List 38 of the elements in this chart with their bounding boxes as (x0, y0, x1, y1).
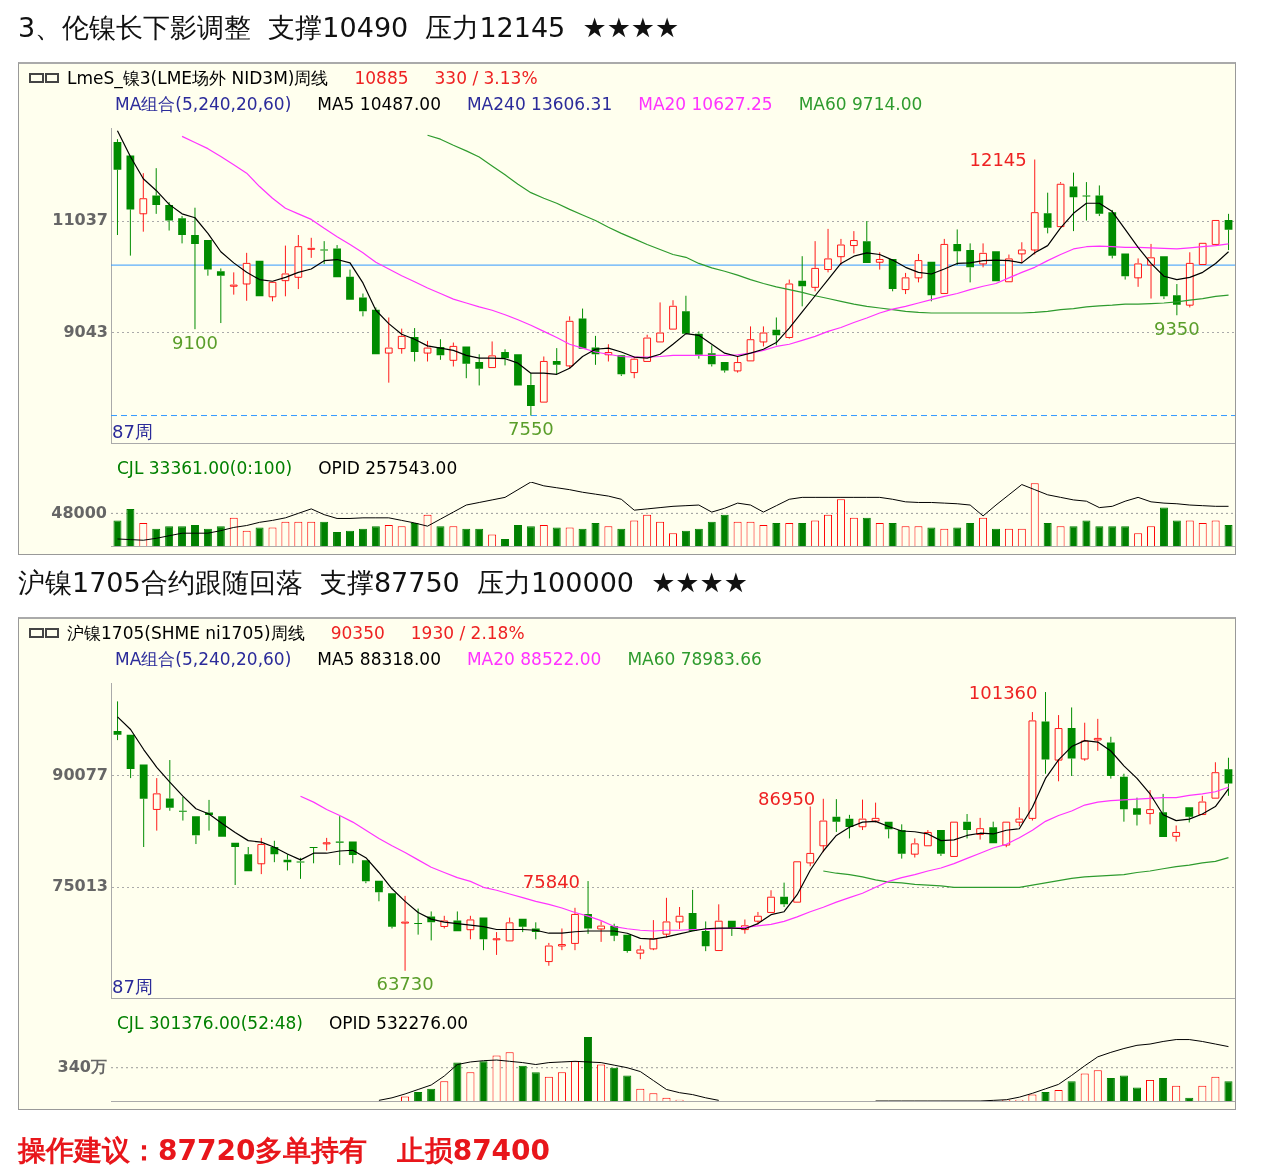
legend-title: MA组合(5,240,20,60) (115, 648, 292, 671)
text: MA5 88318.00 (317, 648, 441, 671)
y-tick-label: 90077 (52, 764, 108, 784)
annotation: 101360 (968, 681, 1038, 703)
series-label: CJL 33361.00(0:100) (117, 457, 293, 480)
y-tick-label: 9043 (63, 321, 108, 341)
chart-subtitle: LmeS_镍3(LME场外 NID3M)周线 (67, 67, 329, 91)
annotation: 75840 (522, 870, 581, 892)
chart-title: 3、伦镍长下影调整 支撑10490 压力12145 ★★★★ (17, 11, 681, 45)
text: 90350 (330, 622, 385, 645)
annotation: 86950 (758, 788, 816, 810)
annotation: 9350 (1153, 317, 1200, 339)
annotation: 63730 (376, 973, 434, 995)
x-axis-title: 87周 (112, 421, 153, 443)
annotation: 12145 (969, 149, 1027, 171)
annotation: 7550 (507, 418, 554, 440)
text: 10885 (354, 67, 409, 90)
legend-label: MA240 13606.31 (466, 93, 613, 116)
text: 操作建议：87720多单持有 止损87400 (16, 1133, 552, 1169)
y-tick-label: 11037 (52, 210, 108, 230)
text: MA20 88522.00 (466, 648, 602, 671)
y-tick-label: 75013 (52, 876, 108, 896)
x-axis-title: 87周 (112, 976, 153, 998)
text: MA20 10627.25 (638, 93, 773, 116)
legend-title: MA组合(5,240,20,60) (115, 93, 292, 116)
text: MA5 10487.00 (317, 93, 441, 116)
series-label: OPID 532276.00 (328, 1012, 469, 1035)
text: 340万 (57, 1056, 107, 1076)
text: 1930 / 2.18% (410, 622, 525, 645)
text: 48000 (51, 502, 107, 522)
text: CJL 301376.00(52:48) (117, 1012, 303, 1035)
chart-subtitle: 沪镍1705(SHME ni1705)周线 (67, 622, 305, 645)
series-label: OPID 257543.00 (318, 457, 458, 480)
annotation: 9100 (172, 331, 218, 353)
text: 330 / 3.13% (434, 67, 538, 90)
text: MA60 78983.66 (627, 648, 762, 671)
text: MA60 9714.00 (798, 93, 923, 116)
chart-title: 沪镍1705合约跟随回落 支撑87750 压力100000 ★★★★ (17, 566, 749, 600)
